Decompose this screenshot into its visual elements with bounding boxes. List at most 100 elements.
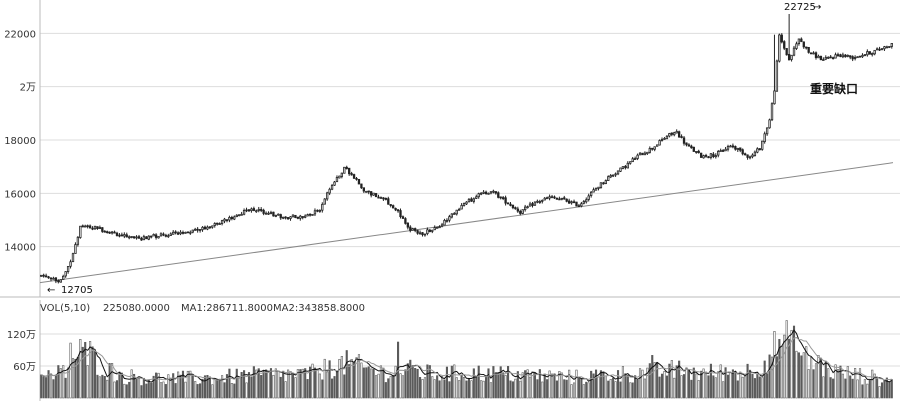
candle-body bbox=[47, 276, 50, 279]
candle-body bbox=[780, 34, 783, 43]
candle-body bbox=[125, 234, 128, 238]
candle-body bbox=[401, 216, 405, 219]
volume-current-value: 225080.0000 bbox=[103, 303, 170, 314]
candle-body bbox=[225, 219, 229, 222]
volume-bar bbox=[367, 366, 370, 399]
volume-bar bbox=[673, 377, 676, 399]
candle-body bbox=[800, 38, 803, 42]
candle-body bbox=[108, 231, 111, 234]
candle-body bbox=[433, 227, 436, 231]
volume-bar bbox=[362, 367, 365, 399]
volume-bar bbox=[333, 376, 336, 399]
volume-bar bbox=[775, 356, 778, 399]
volume-bar bbox=[851, 378, 854, 399]
volume-bar bbox=[590, 370, 593, 399]
candle-body bbox=[76, 236, 80, 245]
candle-body bbox=[392, 205, 395, 209]
volume-bar bbox=[788, 338, 791, 399]
candle-body bbox=[142, 236, 146, 241]
candle-body bbox=[765, 127, 769, 135]
candle-body bbox=[827, 56, 830, 59]
volume-bar bbox=[414, 367, 417, 399]
volume-bar bbox=[255, 369, 258, 399]
candle-body bbox=[284, 216, 287, 219]
candle-body bbox=[553, 196, 556, 199]
volume-bar bbox=[489, 382, 492, 399]
candle-body bbox=[389, 204, 392, 206]
candle-body bbox=[756, 148, 759, 153]
volume-bar bbox=[118, 371, 121, 399]
volume-bar bbox=[123, 383, 126, 399]
volume-bar bbox=[687, 370, 690, 399]
candle-body bbox=[871, 53, 874, 56]
volume-bar bbox=[560, 372, 563, 399]
high-value-label: 22725 bbox=[784, 2, 816, 13]
volume-bar bbox=[54, 374, 57, 399]
candle-body bbox=[242, 210, 246, 215]
candle-body bbox=[176, 232, 180, 235]
volume-bar bbox=[274, 368, 277, 399]
volume-bar bbox=[184, 381, 187, 399]
volume-grid bbox=[40, 333, 900, 367]
volume-bar bbox=[57, 365, 60, 399]
volume-bar bbox=[827, 368, 830, 399]
candle-body bbox=[467, 198, 471, 203]
candle-body bbox=[301, 216, 304, 218]
candle-body bbox=[54, 277, 58, 282]
volume-bar bbox=[516, 371, 519, 399]
volume-bar bbox=[890, 379, 893, 399]
candle-body bbox=[323, 198, 326, 205]
candle-body bbox=[587, 195, 590, 200]
volume-bar bbox=[858, 368, 862, 399]
volume-bar bbox=[528, 376, 532, 399]
candle-body bbox=[318, 209, 322, 212]
candle-body bbox=[616, 170, 620, 175]
candle-body bbox=[367, 190, 370, 193]
volume-bar bbox=[252, 366, 255, 399]
candle-body bbox=[880, 48, 884, 51]
candle-body bbox=[132, 236, 136, 239]
volume-bar bbox=[186, 370, 189, 399]
candle-body bbox=[565, 198, 568, 202]
volume-bar bbox=[856, 379, 859, 399]
volume-bar bbox=[846, 366, 849, 399]
volume-bar bbox=[607, 380, 610, 399]
volume-bar bbox=[279, 376, 282, 399]
volume-bar bbox=[741, 376, 744, 399]
volume-bar bbox=[350, 358, 353, 399]
volume-bar bbox=[379, 365, 383, 399]
candle-body bbox=[223, 218, 226, 222]
candle-body bbox=[807, 46, 810, 53]
volume-bar bbox=[475, 375, 478, 399]
volume-bar bbox=[568, 369, 571, 399]
price-tick-label: 2万 bbox=[20, 83, 36, 94]
volume-bar bbox=[155, 372, 158, 399]
candle-body bbox=[416, 230, 419, 234]
candle-body bbox=[181, 232, 185, 234]
volume-bar bbox=[301, 368, 304, 399]
volume-bar bbox=[228, 368, 231, 399]
volume-bar bbox=[365, 367, 368, 399]
volume-bar bbox=[67, 367, 70, 399]
candle-body bbox=[374, 193, 378, 198]
candle-body bbox=[668, 133, 671, 137]
volume-bar bbox=[348, 364, 351, 399]
candle-body bbox=[208, 226, 212, 229]
volume-bar bbox=[206, 374, 209, 399]
candle-body bbox=[795, 43, 798, 49]
volume-bar bbox=[546, 379, 549, 399]
candle-body bbox=[646, 151, 649, 155]
volume-bar bbox=[282, 370, 285, 399]
volume-bar bbox=[519, 380, 522, 399]
volume-bar bbox=[602, 371, 605, 399]
volume-bar bbox=[651, 355, 654, 399]
volume-bar bbox=[394, 365, 397, 399]
candle-body bbox=[475, 196, 478, 199]
candle-body bbox=[629, 161, 632, 164]
candle-body bbox=[321, 203, 324, 211]
volume-bar bbox=[455, 377, 458, 399]
volume-axis: 60万 120万 bbox=[7, 300, 41, 401]
candle-body bbox=[304, 215, 307, 218]
candle-body bbox=[499, 196, 502, 199]
candle-body bbox=[580, 203, 583, 207]
